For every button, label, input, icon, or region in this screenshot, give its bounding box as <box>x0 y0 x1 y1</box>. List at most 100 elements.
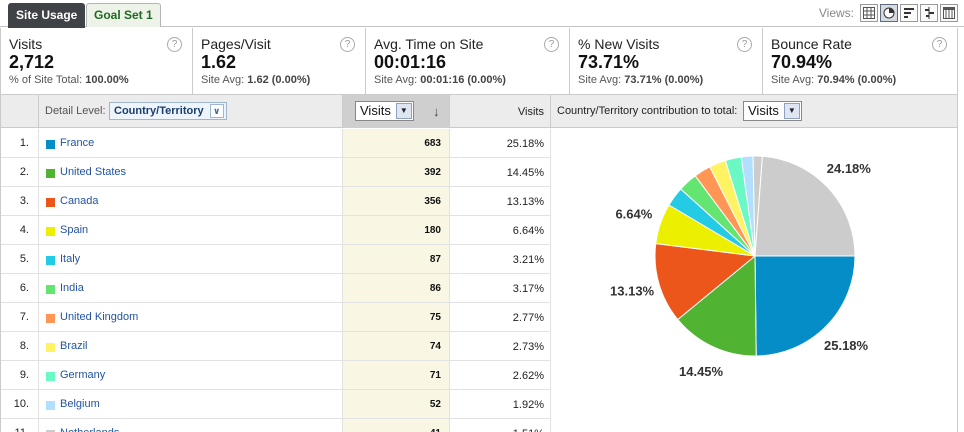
row-dimension: Netherlands <box>39 419 343 432</box>
metric-sub-value: 70.94% (0.00%) <box>817 74 897 86</box>
country-link[interactable]: United Kingdom <box>60 311 139 323</box>
row-visits: 71 <box>343 361 450 389</box>
help-icon[interactable]: ? <box>340 37 355 52</box>
metric-sub-label: Site Avg: <box>201 74 245 86</box>
row-dimension: Germany <box>39 361 343 389</box>
row-visits: 52 <box>343 390 450 418</box>
help-icon[interactable]: ? <box>932 37 947 52</box>
metric-name: Bounce Rate <box>771 36 852 52</box>
metric-sub-value: 1.62 (0.00%) <box>247 74 311 86</box>
view-switcher: Views: <box>819 4 958 22</box>
row-number: 1. <box>1 129 39 157</box>
row-pct: 14.45% <box>450 158 551 186</box>
pivot-view-button[interactable] <box>940 4 958 22</box>
color-swatch <box>46 401 55 410</box>
contribution-select[interactable]: Visits ▼ <box>743 101 802 121</box>
color-swatch <box>46 430 55 432</box>
metric-value: 73.71% <box>578 52 640 72</box>
row-number: 9. <box>1 361 39 389</box>
color-swatch <box>46 343 55 352</box>
contribution-select-value: Visits <box>748 103 779 118</box>
views-label: Views: <box>818 6 854 20</box>
row-visits: 41 <box>343 419 450 432</box>
visits-value: 74 <box>429 341 441 352</box>
sort-desc-icon[interactable]: ↓ <box>433 104 440 119</box>
metric-sub-value: 100.00% <box>85 74 129 86</box>
visits-value: 683 <box>424 138 441 149</box>
row-number: 6. <box>1 274 39 302</box>
visits-value: 71 <box>429 370 441 381</box>
comparison-view-button[interactable] <box>920 4 938 22</box>
header-chart-cell: Country/Territory contribution to total:… <box>551 95 957 128</box>
row-pct: 2.73% <box>450 332 551 360</box>
pie-slice-united-states[interactable] <box>677 254 757 357</box>
detail-level-select[interactable]: Country/Territory ∨ <box>109 102 227 120</box>
color-swatch <box>46 169 55 178</box>
pie-slice-france[interactable] <box>754 255 856 357</box>
metric-sub-value: 73.71% (0.00%) <box>624 74 704 86</box>
row-pct: 1.51% <box>450 419 551 432</box>
tab-goal-set-1[interactable]: Goal Set 1 <box>86 3 161 27</box>
row-visits: 683 <box>343 129 450 157</box>
table-view-button[interactable] <box>860 4 878 22</box>
row-dimension: Spain <box>39 216 343 244</box>
tab-site-usage[interactable]: Site Usage <box>8 3 86 28</box>
row-number: 10. <box>1 390 39 418</box>
country-link[interactable]: United States <box>60 166 127 178</box>
pie-label: 24.18% <box>827 161 872 176</box>
row-visits: 86 <box>343 274 450 302</box>
color-swatch <box>46 285 55 294</box>
performance-view-button[interactable] <box>900 4 918 22</box>
row-dimension: Italy <box>39 245 343 273</box>
country-link[interactable]: France <box>60 137 95 149</box>
country-link[interactable]: Canada <box>60 195 99 207</box>
metric-sub-label: Site Avg: <box>771 74 815 86</box>
country-link[interactable]: Netherlands <box>60 427 119 432</box>
table-row: 2. United States 392 14.45% <box>1 158 551 187</box>
pct-value: 25.18% <box>506 138 544 150</box>
pie-slice-other[interactable] <box>754 155 856 257</box>
country-link[interactable]: Belgium <box>60 398 100 410</box>
visits-value: 52 <box>429 399 441 410</box>
metric-sub: Site Avg: 70.94% (0.00%) <box>771 74 949 86</box>
table-row: 3. Canada 356 13.13% <box>1 187 551 216</box>
country-link[interactable]: India <box>60 282 84 294</box>
pct-value: 1.51% <box>513 428 544 432</box>
color-swatch <box>46 314 55 323</box>
metric-sub-label: Site Avg: <box>578 74 622 86</box>
country-link[interactable]: Italy <box>60 253 81 265</box>
visits-value: 41 <box>430 428 441 432</box>
header-num-cell <box>1 95 39 128</box>
pct-value: 2.77% <box>512 312 544 324</box>
pie-slice-canada[interactable] <box>654 243 757 321</box>
help-icon[interactable]: ? <box>544 37 559 52</box>
visits-value: 87 <box>429 254 441 265</box>
row-dimension: India <box>39 274 343 302</box>
country-link[interactable]: Brazil <box>60 340 88 352</box>
visits-value: 392 <box>424 167 441 178</box>
help-icon[interactable]: ? <box>737 37 752 52</box>
metric-sub: Site Avg: 1.62 (0.00%) <box>201 74 357 86</box>
detail-level-label: Detail Level: <box>45 105 106 117</box>
pct-value: 13.13% <box>506 196 544 208</box>
contribution-label: Country/Territory contribution to total: <box>557 105 738 117</box>
metric-select[interactable]: Visits ▼ <box>355 101 414 121</box>
metric-name: Pages/Visit <box>201 36 271 52</box>
color-swatch <box>46 140 55 149</box>
pie-view-button[interactable] <box>880 4 898 22</box>
country-link[interactable]: Spain <box>60 224 89 236</box>
country-link[interactable]: Germany <box>60 369 106 381</box>
row-pct: 3.17% <box>450 274 551 302</box>
metric-sub: Site Avg: 73.71% (0.00%) <box>578 74 754 86</box>
color-swatch <box>46 198 55 207</box>
row-number: 3. <box>1 187 39 215</box>
metric-select-value: Visits <box>360 103 391 118</box>
table-row: 6. India 86 3.17% <box>1 274 551 303</box>
help-icon[interactable]: ? <box>167 37 182 52</box>
metric-value: 70.94% <box>771 52 833 72</box>
visits-value: 86 <box>429 283 441 294</box>
row-visits: 87 <box>343 245 450 273</box>
table-header: Detail Level: Country/Territory ∨ Visits… <box>1 95 957 128</box>
pivot-view-icon <box>943 7 955 19</box>
comparison-view-icon <box>925 7 934 19</box>
